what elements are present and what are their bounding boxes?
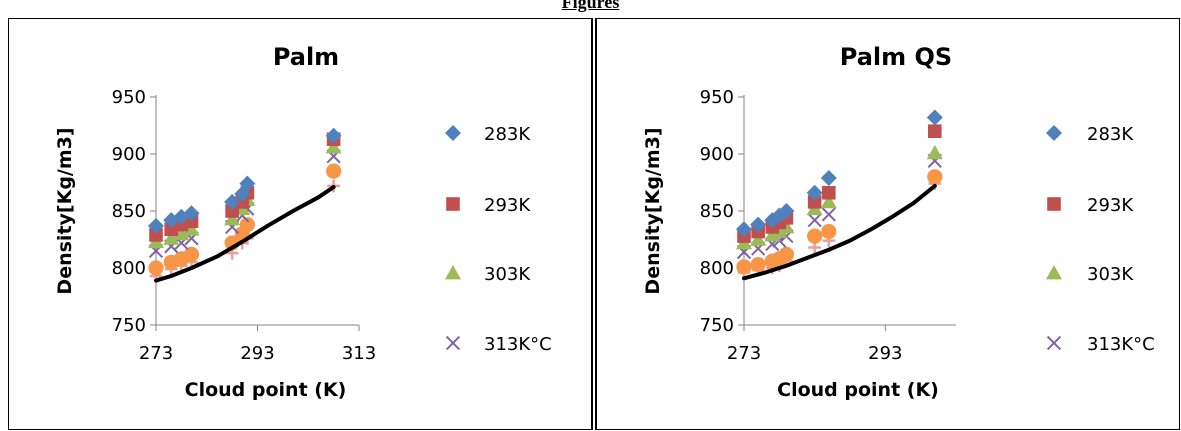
data-point [807,228,823,244]
series-293k [737,124,942,243]
y-tick-label: 750 [112,315,146,336]
data-point [325,139,342,154]
y-axis-label: Density[Kg/m3] [54,127,76,294]
data-point [750,216,767,233]
legend-label: 293K [484,195,531,216]
data-point [750,231,767,246]
x-tick-label: 293 [240,343,274,364]
data-point [183,246,200,262]
trendline [742,183,937,281]
legend-marker [446,197,460,211]
legend-marker [1047,197,1061,211]
chart-panel-palm-qs: Palm QS 750 800 850 900 950 273 293 Cloud point … [596,18,1180,430]
x-tick-label: 293 [868,343,902,364]
data-point [173,225,190,241]
legend-entry: 293K [1047,195,1134,216]
legend-entry: 303K [1046,264,1134,285]
y-tick-label: 850 [700,201,734,222]
data-point [807,195,822,209]
chart-panel-palm: Palm 750 800 850 900 950 273 293 313 Cloud point … [8,18,592,430]
data-point [183,205,200,222]
data-point [820,193,837,209]
data-point [821,207,836,222]
data-point [149,228,163,242]
chart-title: Palm QS [840,43,952,71]
data-point [224,193,241,210]
y-tick-label: 750 [700,315,734,336]
chart-palm-qs: Palm QS 750 800 850 900 950 273 293 Cloud point … [642,43,1155,401]
legend-entry: 313K°C [445,334,552,355]
legend-label: 283K [1087,124,1134,145]
data-point [926,144,943,160]
data-point [928,124,942,138]
x-tick-label: 273 [727,343,761,364]
data-point [778,218,795,234]
y-tick-label: 900 [112,144,146,165]
x-tick-label: 273 [139,343,173,364]
series-303k [736,144,943,250]
chart-title: Palm [273,43,339,71]
x-tick-label: 313 [342,343,376,364]
legend-entry: 283K [1046,124,1134,145]
data-point [927,169,943,185]
y-tick-label: 800 [700,258,734,279]
y-tick-label: 800 [112,258,146,279]
data-point [239,175,256,192]
data-point [771,223,788,238]
x-axis-label: Cloud point (K) [185,379,347,401]
y-tick-label: 950 [700,87,734,108]
data-point [736,259,752,275]
trendline [154,185,336,283]
series-283k [736,109,943,238]
series-unnamed-4 [148,163,342,276]
data-point [750,256,766,273]
data-point [778,203,795,219]
legend-label: 303K [1087,264,1134,285]
legend-label: 293K [1087,195,1134,216]
data-point [326,163,342,179]
x-axis-label: Cloud point (K) [777,379,939,401]
data-point [736,221,752,238]
data-point [239,217,255,233]
panel-divider [592,18,596,430]
legend-entry: 313K°C [1046,334,1155,355]
data-point [806,184,823,201]
data-point [224,210,241,226]
legend-label: 313K°C [1087,334,1155,355]
data-point [325,127,342,144]
y-tick-label: 850 [112,201,146,222]
data-point [163,230,180,245]
series-283k [148,127,342,234]
data-point [821,223,837,240]
chart-palm: Palm 750 800 850 900 950 273 293 313 Cloud point … [54,43,552,401]
legend-entry: 303K [445,264,531,285]
data-point [807,213,822,228]
legend-label: 313K°C [484,334,552,355]
legend-marker [445,335,461,351]
legend-marker [445,265,461,280]
figures-heading: Figures [561,0,620,12]
y-axis-label: Density[Kg/m3] [642,127,664,294]
y-tick-label: 950 [112,87,146,108]
data-point [183,221,200,236]
legend-marker [1046,125,1062,141]
data-point [148,217,164,234]
legend-marker [1046,335,1062,351]
data-point [822,185,836,200]
legend-entry: 283K [445,124,531,145]
legend-label: 303K [484,264,531,285]
y-tick-label: 900 [700,144,734,165]
legend-label: 283K [484,124,531,145]
legend-marker [445,125,461,141]
data-point [820,169,837,186]
legend-marker [1046,265,1062,280]
data-point [778,246,794,262]
legend-entry: 293K [446,195,531,216]
series-unnamed-4 [736,169,943,275]
data-point [148,260,164,276]
data-point [926,109,943,126]
